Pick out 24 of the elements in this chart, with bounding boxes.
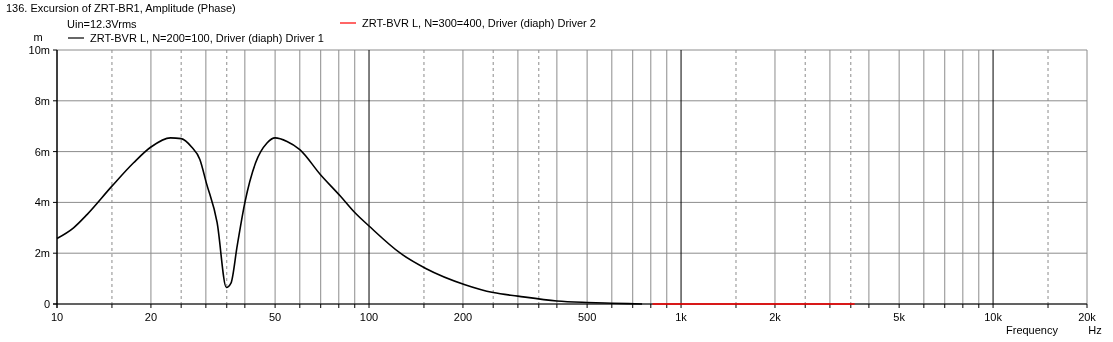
- x-tick-label: 200: [453, 311, 473, 323]
- x-axis-title: Frequency: [1006, 324, 1059, 336]
- x-tick-label: 50: [268, 311, 282, 323]
- y-axis-title: m: [33, 31, 43, 43]
- chart-title: 136. Excursion of ZRT-BR1, Amplitude (Phase): [6, 2, 236, 14]
- y-tick-label: 4m: [34, 196, 50, 209]
- x-tick-label: 2k: [769, 311, 782, 323]
- y-tick-label: 6m: [34, 145, 50, 158]
- x-tick-label: 10: [50, 311, 64, 323]
- text: Hz: [1088, 324, 1102, 336]
- x-tick-label: 1k: [675, 311, 688, 323]
- x-tick-label: 5k: [893, 311, 906, 323]
- text: Uin=12.3Vrms: [67, 18, 138, 30]
- y-tick-label: 2m: [34, 247, 50, 260]
- x-tick-label: 100: [359, 311, 379, 323]
- x-tick-label: 10k: [984, 311, 1003, 323]
- y-tick-label: 0: [43, 298, 50, 310]
- legend-label: ZRT-BVR L, N=300=400, Driver (diaph) Driver 2: [362, 17, 596, 29]
- legend-label: ZRT-BVR L, N=200=100, Driver (diaph) Driver 1: [90, 32, 324, 44]
- x-tick-label: 20k: [1078, 311, 1097, 323]
- x-tick-label: 20: [144, 311, 158, 323]
- x-tick-label: 500: [577, 311, 597, 323]
- y-tick-label: 8m: [34, 94, 50, 107]
- y-tick-label: 10m: [28, 44, 50, 56]
